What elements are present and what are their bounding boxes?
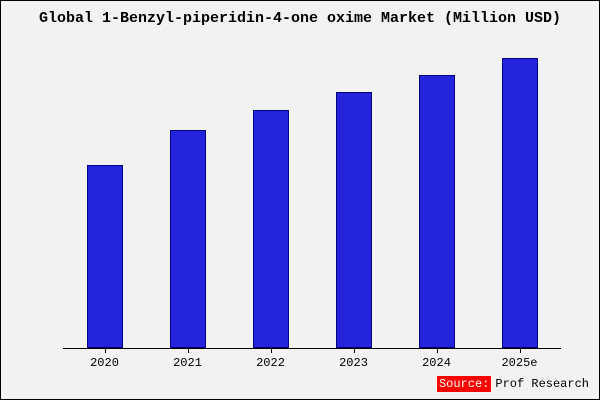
- x-tick-label-2025e: 2025e: [478, 349, 561, 370]
- x-tick-mark: [519, 349, 521, 353]
- bar-2024: [418, 75, 455, 348]
- x-axis-labels: 2020 2021 2022 2023 2024 2025e: [63, 349, 561, 370]
- x-tick-mark: [270, 349, 272, 353]
- bar-column-2024: [395, 43, 478, 348]
- bar-2021: [169, 130, 206, 348]
- x-tick-text: 2023: [339, 356, 368, 370]
- x-tick-label-2024: 2024: [395, 349, 478, 370]
- bar-2023: [335, 92, 372, 348]
- bar-2020: [86, 165, 123, 348]
- x-tick-text: 2024: [422, 356, 451, 370]
- x-tick-text: 2020: [90, 356, 119, 370]
- x-tick-label-2020: 2020: [63, 349, 146, 370]
- chart-title: Global 1-Benzyl-piperidin-4-one oxime Ma…: [38, 10, 562, 27]
- bar-column-2022: [229, 43, 312, 348]
- x-tick-label-2023: 2023: [312, 349, 395, 370]
- x-tick-mark: [436, 349, 438, 353]
- bars-container: [63, 43, 561, 349]
- source-note: Source: Prof Research: [436, 376, 589, 392]
- x-tick-mark: [187, 349, 189, 353]
- x-tick-label-2021: 2021: [146, 349, 229, 370]
- bar-column-2020: [63, 43, 146, 348]
- bar-column-2021: [146, 43, 229, 348]
- source-label: Source:: [436, 376, 492, 392]
- x-tick-text: 2021: [173, 356, 202, 370]
- bar-column-2023: [312, 43, 395, 348]
- x-tick-label-2022: 2022: [229, 349, 312, 370]
- x-tick-text: 2025e: [501, 356, 538, 370]
- bar-2025e: [501, 58, 538, 348]
- bar-column-2025e: [478, 43, 561, 348]
- x-tick-mark: [353, 349, 355, 353]
- source-text: Prof Research: [495, 377, 589, 391]
- plot-area: 2020 2021 2022 2023 2024 2025e: [63, 43, 561, 373]
- x-tick-text: 2022: [256, 356, 285, 370]
- bar-2022: [252, 110, 289, 348]
- x-tick-mark: [104, 349, 106, 353]
